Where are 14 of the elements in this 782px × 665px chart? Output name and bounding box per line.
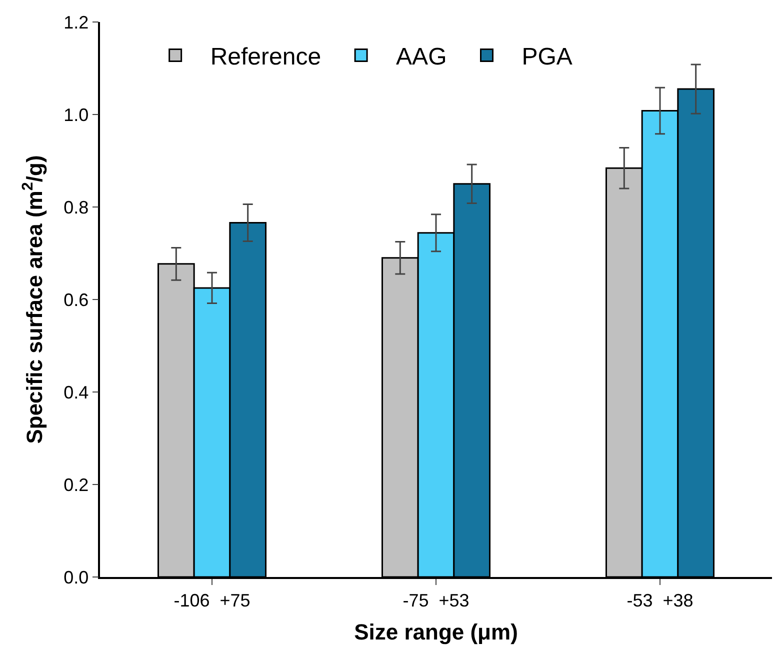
y-tick-label: 0.8 [64,197,89,218]
legend-label: Reference [210,44,322,71]
x-tick-label: -75 +53 [402,590,470,610]
y-tick-label: 1.2 [64,12,89,32]
y-tick-label: 1.0 [64,104,89,125]
y-tick-label: 0.0 [64,567,89,588]
x-axis-title: Size range (μm) [354,620,518,645]
legend-label: AAG [396,44,447,71]
y-tick-label: 0.4 [64,382,89,402]
y-tick-label: 0.6 [64,290,89,310]
y-tick-label: 0.2 [64,474,89,495]
x-tick-label: -106 +75 [174,590,250,610]
x-tick-label: -53 +38 [626,590,694,610]
legend-label: PGA [522,44,572,71]
